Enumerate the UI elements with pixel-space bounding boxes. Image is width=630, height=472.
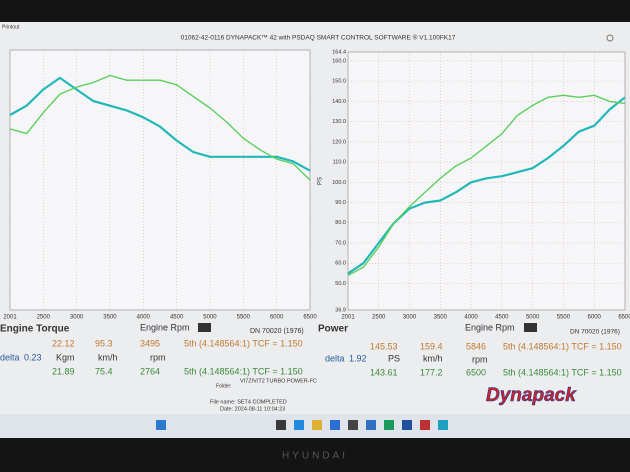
y-tick-label: 160.0 <box>332 58 346 64</box>
x-tick-label: 6000 <box>588 315 602 321</box>
date: Date: 2024-08-11 10:04:23 <box>220 406 285 412</box>
icon <box>198 323 211 332</box>
x-tick-label: 4500 <box>495 315 509 321</box>
value: 177.2 <box>420 367 443 377</box>
label: Engine Torque <box>0 324 70 335</box>
x-tick-label: 5500 <box>237 315 251 321</box>
value: 143.61 <box>370 367 398 377</box>
x-tick-label: 3000 <box>403 315 417 321</box>
y-tick-label: 80.0 <box>335 220 346 226</box>
value: 3495 <box>140 338 160 348</box>
label: Engine Rpm <box>140 322 190 332</box>
info-right: Power Engine Rpm DN 70020 (1976) 145.53 … <box>318 322 622 377</box>
app-icon[interactable] <box>348 420 358 430</box>
y-tick-label: 110.0 <box>333 160 346 166</box>
value: 5th (4.148564:1) TCF = 1.150 <box>184 366 303 376</box>
unit: rpm <box>472 354 488 364</box>
start-icon[interactable] <box>156 420 166 430</box>
x-tick-label: 6500 <box>303 315 317 321</box>
unit: PS <box>388 353 400 363</box>
value: 21.89 <box>52 366 75 376</box>
app-icon[interactable] <box>312 420 322 430</box>
series-line <box>9 76 311 172</box>
corner-label: Printout <box>2 24 20 30</box>
x-tick-label: 2500 <box>37 315 51 321</box>
unit: km/h <box>98 352 118 362</box>
icon <box>606 34 614 42</box>
y-tick-label: 120.0 <box>332 139 346 145</box>
folder-name: VI7ZIV/T2 TURBO POWER-FC <box>240 378 317 384</box>
app-icon[interactable] <box>294 420 304 430</box>
y-tick-label: 50.0 <box>335 281 346 287</box>
app-icon[interactable] <box>384 420 394 430</box>
x-tick-label: 5500 <box>557 315 571 321</box>
y-tick-label: 150.0 <box>332 79 346 85</box>
app-icon[interactable] <box>276 420 286 430</box>
x-tick-label: 6000 <box>270 315 284 321</box>
value: 95.3 <box>95 338 113 348</box>
y-tick-label: 90.0 <box>335 200 346 206</box>
logo: Dynapack <box>486 385 577 406</box>
y-tick-label: 130.0 <box>332 119 346 125</box>
file-name: File name: SET4 COMPLETED <box>210 399 287 405</box>
app-icon[interactable] <box>366 420 376 430</box>
label: delta <box>325 353 345 363</box>
x-tick-label: 4500 <box>170 315 184 321</box>
x-tick-label: 2500 <box>372 315 386 321</box>
value: 145.53 <box>370 341 398 351</box>
x-tick-label: 4000 <box>464 315 478 321</box>
x-tick-label: 3000 <box>70 315 84 321</box>
plot-area <box>347 51 626 311</box>
info-left: Engine Torque Engine Rpm DN 70020 (1976)… <box>0 322 304 376</box>
x-tick-label: 4000 <box>137 315 151 321</box>
icon <box>524 323 537 332</box>
x-tick-label: 5000 <box>526 315 540 321</box>
label: Engine Rpm <box>465 322 515 332</box>
value: 5846 <box>466 341 486 351</box>
label: DN 70020 (1976) <box>570 329 620 336</box>
x-tick-label: 3500 <box>434 315 448 321</box>
unit: rpm <box>150 352 166 362</box>
y-tick-label: 164.4 <box>332 49 346 55</box>
value: 6500 <box>466 367 486 377</box>
bezel-brand: HYUNDAI <box>282 451 348 462</box>
x-tick-label: 5000 <box>203 315 217 321</box>
window-title: 01062-42-0116 DYNAPACK™ 42 with PSDAQ SM… <box>181 34 456 42</box>
x-tick-label: 2001 <box>3 315 17 321</box>
value: 75.4 <box>95 366 113 376</box>
x-tick-label: 3500 <box>103 315 117 321</box>
series-line <box>347 94 626 277</box>
value: 5th (4.148564:1) TCF = 1.150 <box>503 341 622 351</box>
y-tick-label: 60.0 <box>335 261 346 267</box>
label: Power <box>318 324 348 335</box>
folder-label: Folder: <box>216 383 232 389</box>
y-axis-label: PS <box>318 177 324 185</box>
label: DN 70020 (1976) <box>250 328 304 335</box>
label: delta <box>0 352 20 362</box>
y-tick-label: 100.0 <box>332 180 346 186</box>
app-icon[interactable] <box>420 420 430 430</box>
taskbar-icons <box>156 420 448 430</box>
x-tick-label: 2001 <box>341 315 355 321</box>
unit: Kgm <box>56 352 75 362</box>
value: 5th (4.148564:1) TCF = 1.150 <box>503 367 622 377</box>
value: 2764 <box>140 366 160 376</box>
value: 5th (4.148564:1) TCF = 1.150 <box>184 338 303 348</box>
app-icon[interactable] <box>402 420 412 430</box>
y-tick-label: 140.0 <box>332 99 346 105</box>
y-tick-label: 36.9 <box>335 307 346 313</box>
unit: km/h <box>423 353 443 363</box>
value: 0.23 <box>24 352 42 362</box>
x-tick-label: 6500 <box>618 315 630 321</box>
plot-area <box>9 49 311 311</box>
app-icon[interactable] <box>438 420 448 430</box>
value: 159.4 <box>420 341 443 351</box>
y-tick-label: 70.0 <box>335 240 346 246</box>
charts: 2001 2500 3000 3500 4000 4500 5000 5500 6000 6500… <box>3 49 630 320</box>
app-icon[interactable] <box>330 420 340 430</box>
value: 22.12 <box>52 338 75 348</box>
value: 1.92 <box>349 353 367 363</box>
series-line <box>9 74 311 181</box>
